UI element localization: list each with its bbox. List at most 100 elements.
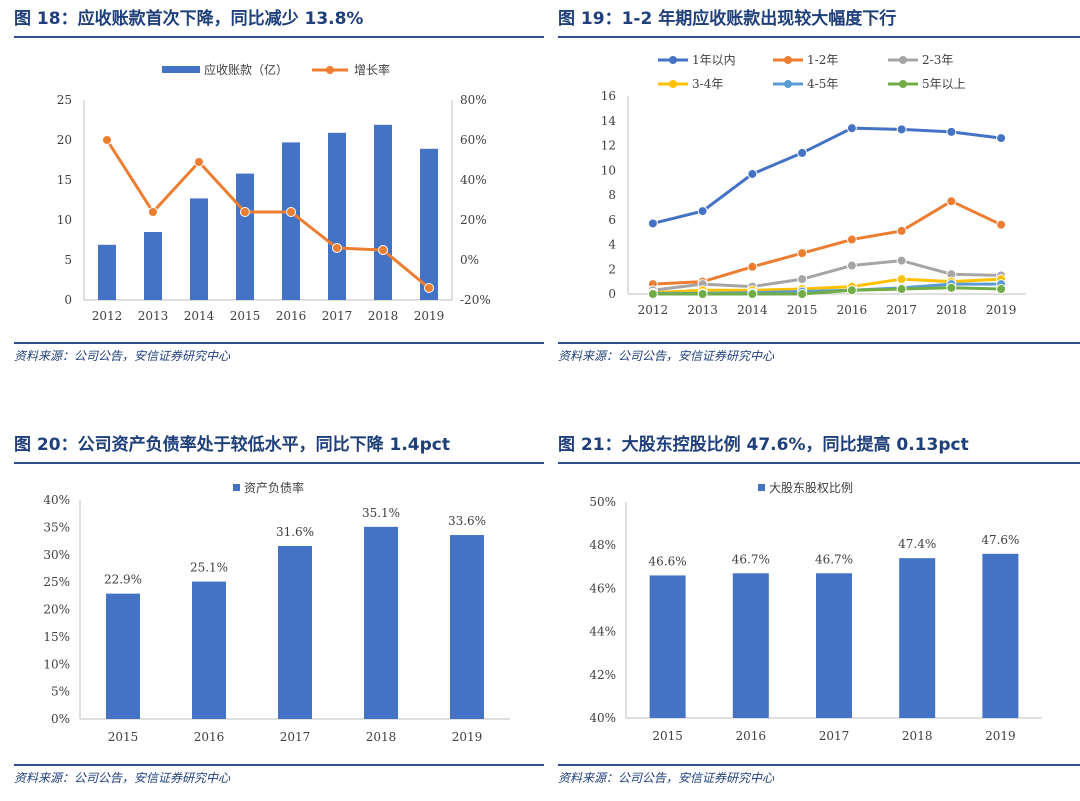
y-tick-label-left: 25 [57, 93, 72, 107]
chart-canvas: 0% 5% 10% 15% 20% 25% 30% 35% 40% 22.9% 2015 25.1% 2… [43, 480, 510, 744]
x-tick-label: 2018 [368, 309, 399, 323]
source-divider [558, 764, 1080, 766]
line-point [896, 255, 907, 266]
line-point [996, 284, 1007, 295]
x-tick-label: 2019 [452, 730, 483, 744]
chart-panel-19: 图 19：1-2 年期应收账款出现较大幅度下行 0 2 4 6 8 10 12 14 16 201… [558, 6, 1080, 371]
x-tick-label: 2015 [108, 730, 139, 744]
line-point [424, 283, 434, 293]
y-tick-label: 46% [589, 581, 616, 595]
y-tick-label: 5% [51, 685, 70, 699]
legend-label: 1-2年 [807, 53, 838, 67]
x-tick-label: 2016 [736, 729, 767, 743]
source-divider [558, 342, 1080, 344]
y-tick-label-right: 20% [460, 213, 487, 227]
title-divider [558, 36, 1080, 38]
data-label: 47.4% [898, 537, 936, 551]
y-tick-label: 6 [608, 213, 616, 227]
data-label: 35.1% [362, 506, 400, 520]
bar [192, 581, 226, 719]
bar [98, 244, 116, 300]
bar [982, 553, 1019, 718]
legend-marker [899, 56, 907, 64]
line-point [797, 248, 808, 259]
source-note: 资料来源：公司公告，安信证券研究中心 [14, 771, 231, 785]
chart-panel-18: 图 18：应收账款首次下降，同比减少 13.8% 0 5 10 15 20 25 -20% 0… [14, 6, 544, 371]
x-tick-label: 2016 [194, 730, 225, 744]
line-point [747, 289, 758, 299]
y-tick-label-left: 5 [64, 253, 72, 267]
bar [190, 198, 208, 300]
x-tick-label: 2013 [138, 309, 169, 323]
legend-label: 资产负债率 [244, 480, 304, 495]
y-tick-label-left: 15 [57, 173, 72, 187]
bar [374, 124, 392, 300]
y-tick-label: 8 [608, 188, 616, 202]
data-label: 46.6% [649, 554, 687, 568]
bar [328, 132, 346, 300]
bar [420, 148, 438, 300]
legend-marker [784, 56, 792, 64]
x-tick-label: 2019 [985, 729, 1016, 743]
chart-panel-21: 图 21：大股东控股比例 47.6%，同比提高 0.13pct 40% 42% 44… [558, 432, 1080, 797]
legend-marker [669, 56, 677, 64]
source-note: 资料来源：公司公告，安信证券研究中心 [14, 349, 231, 363]
bar [278, 545, 312, 719]
line-point [946, 282, 957, 293]
chart-canvas: 0 2 4 6 8 10 12 14 16 2012 2013 2014 2015 2016 2017 201… [601, 53, 1026, 317]
x-tick-label: 2012 [92, 309, 123, 323]
x-tick-label: 2015 [230, 309, 261, 323]
x-tick-label: 2017 [886, 303, 917, 317]
x-tick-label: 2018 [902, 729, 933, 743]
series-line [652, 286, 1002, 296]
source-divider [14, 764, 544, 766]
series-line [652, 126, 1002, 225]
chart-title: 图 21：大股东控股比例 47.6%，同比提高 0.13pct [558, 435, 969, 455]
y-tick-label: 4 [608, 238, 616, 252]
line-point [697, 206, 708, 217]
line-point [286, 207, 296, 217]
y-tick-label: 48% [589, 538, 616, 552]
y-tick-label: 2 [608, 262, 616, 276]
legend-marker [669, 80, 677, 88]
line-point [996, 133, 1007, 144]
data-label: 47.6% [981, 533, 1019, 547]
y-tick-label-right: 80% [460, 93, 487, 107]
line-point [194, 157, 204, 167]
x-tick-label: 2015 [787, 303, 818, 317]
x-tick-label: 2017 [819, 729, 850, 743]
data-label: 46.7% [732, 552, 770, 566]
line-point [240, 207, 250, 217]
y-tick-label: 15% [43, 630, 70, 644]
bar [106, 593, 140, 719]
title-divider [14, 36, 544, 38]
line-point [846, 234, 857, 245]
y-tick-label-right: 60% [460, 133, 487, 147]
series-line [105, 139, 430, 290]
data-label: 33.6% [448, 514, 486, 528]
x-tick-label: 2015 [652, 729, 683, 743]
line-point [797, 274, 808, 285]
legend-label: 4-5年 [807, 77, 838, 91]
source-note: 资料来源：公司公告，安信证券研究中心 [558, 349, 775, 363]
line-point [647, 289, 658, 299]
line-point [846, 285, 857, 296]
legend-label: 3-4年 [692, 77, 723, 91]
y-tick-label: 16 [601, 89, 616, 103]
series-line [652, 199, 1002, 286]
chart-title: 图 18：应收账款首次下降，同比减少 13.8% [14, 9, 364, 29]
bar [282, 142, 300, 300]
x-tick-label: 2014 [184, 309, 215, 323]
line-point [846, 260, 857, 271]
line-point [797, 147, 808, 158]
line-point [797, 289, 808, 299]
y-tick-label-left: 20 [57, 133, 72, 147]
line-point [896, 225, 907, 236]
y-tick-label-right: 0% [460, 253, 479, 267]
line-point [896, 124, 907, 135]
x-tick-label: 2014 [737, 303, 768, 317]
x-tick-label: 2017 [280, 730, 311, 744]
legend-label: 1年以内 [692, 53, 736, 67]
x-tick-label: 2012 [638, 303, 669, 317]
legend-marker [326, 66, 334, 74]
